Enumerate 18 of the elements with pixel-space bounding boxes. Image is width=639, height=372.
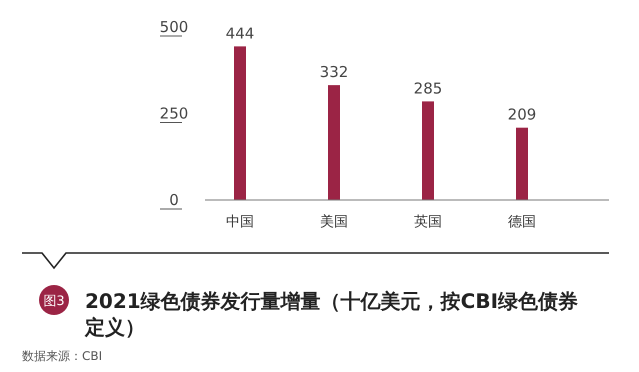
y-tick-label: 0 xyxy=(169,191,179,209)
data-label: 444 xyxy=(226,24,254,42)
bar xyxy=(516,128,528,200)
y-tick-label: 250 xyxy=(160,104,188,122)
data-label: 285 xyxy=(414,79,442,98)
text: 2021绿色债券发行量增量（十亿美元，按CBI绿色债券定义） xyxy=(84,289,578,339)
x-tick-label: 德国 xyxy=(508,214,536,230)
x-tick-label: 中国 xyxy=(226,214,254,230)
bar xyxy=(234,46,246,200)
source-note: 数据来源：CBI xyxy=(22,349,102,363)
y-tick-label: 500 xyxy=(160,18,188,36)
data-label: 209 xyxy=(508,106,536,124)
bar xyxy=(328,85,340,200)
data-label: 332 xyxy=(320,63,348,82)
caption: 图3 xyxy=(43,294,65,309)
x-tick-label: 美国 xyxy=(320,214,348,230)
bar xyxy=(422,101,434,200)
x-tick-label: 英国 xyxy=(414,214,442,230)
